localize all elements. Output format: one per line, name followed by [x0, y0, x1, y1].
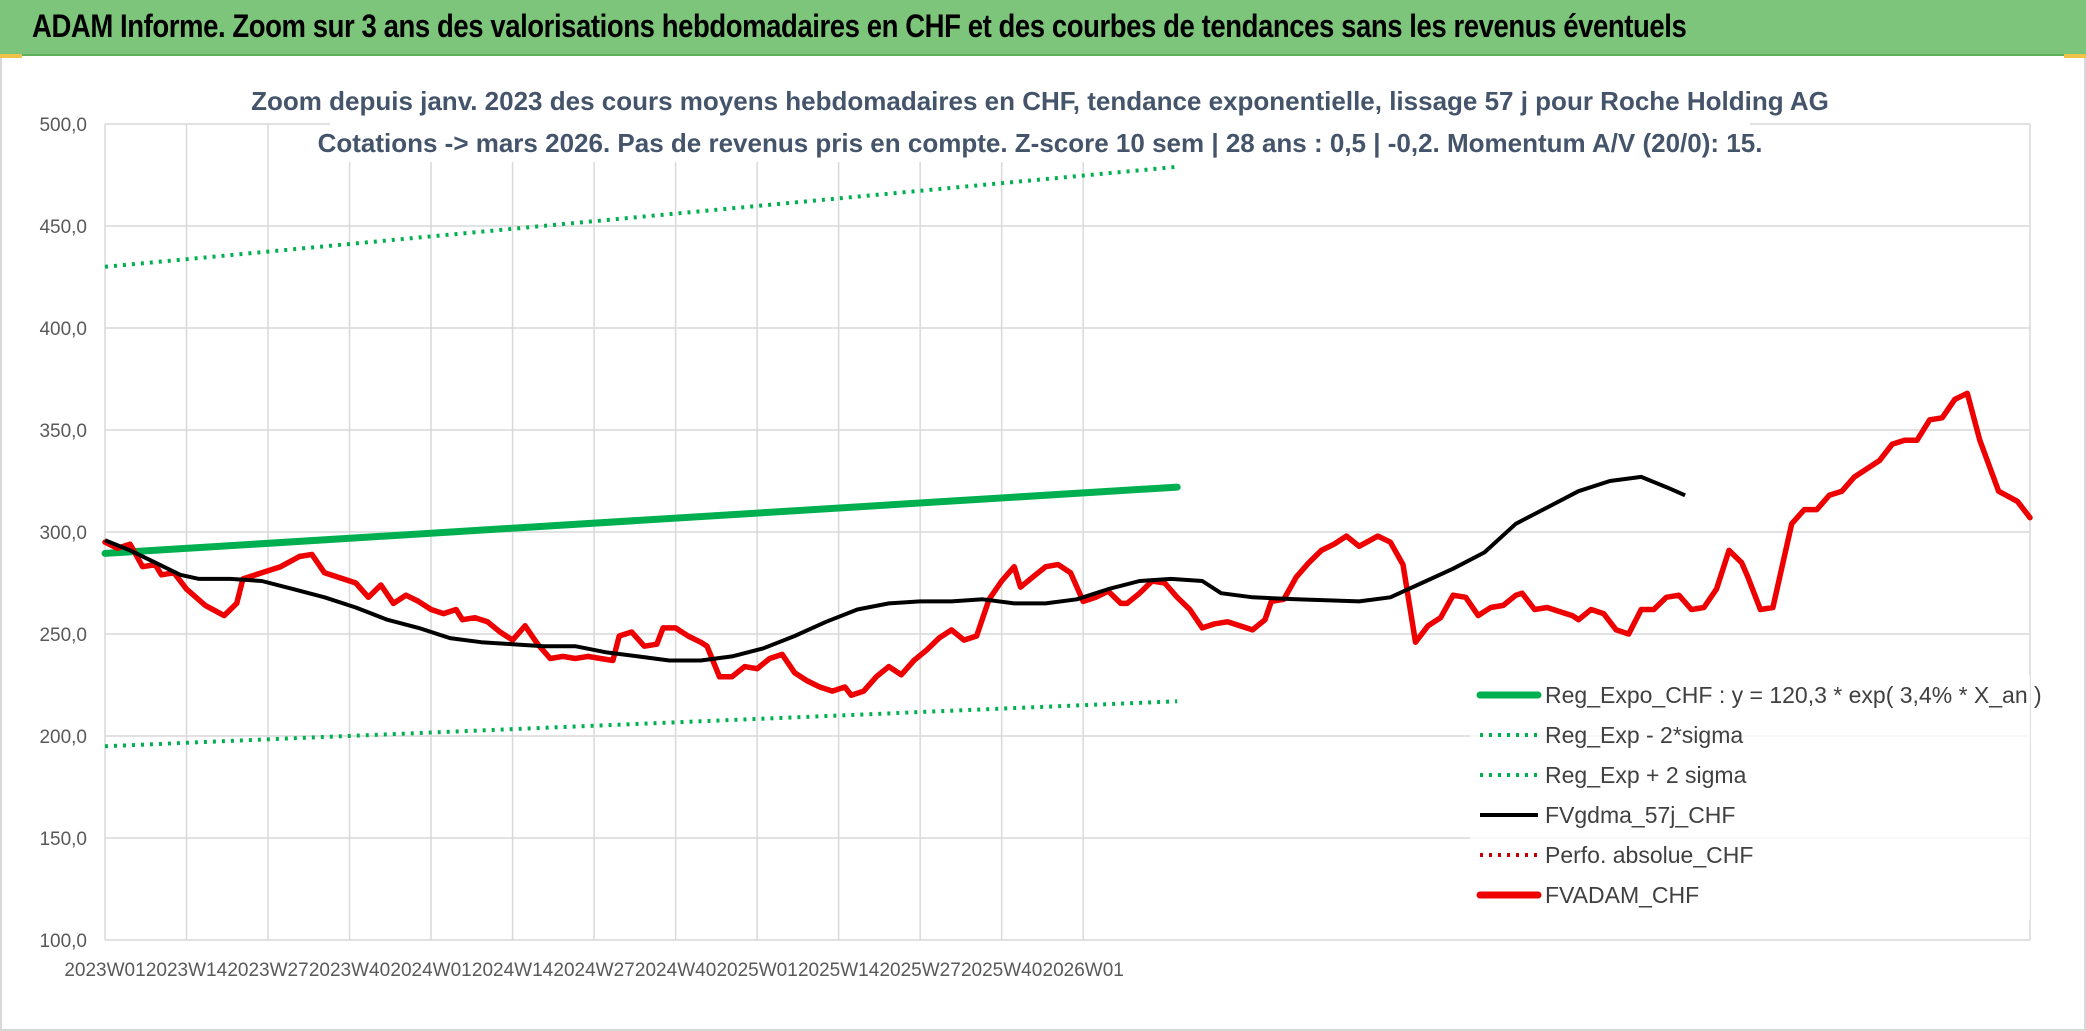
legend-label: FVADAM_CHF [1545, 882, 1699, 908]
series-line-1 [104, 699, 1178, 749]
report-header: ADAM Informe. Zoom sur 3 ans des valoris… [0, 0, 2086, 56]
chart-title: Zoom depuis janv. 2023 des cours moyens … [251, 86, 1829, 116]
x-tick-label: 2023W27 [227, 960, 308, 981]
y-tick-label: 500,0 [39, 115, 87, 136]
legend-label: Reg_Expo_CHF : y = 120,3 * exp( 3,4% * X… [1545, 682, 2042, 708]
legend-background [1470, 675, 2030, 920]
x-tick-label: 2024W27 [553, 960, 634, 981]
x-tick-label: 2026W01 [1043, 960, 1124, 981]
y-tick-label: 400,0 [39, 319, 87, 340]
y-tick-label: 250,0 [39, 625, 87, 646]
x-tick-label: 2024W40 [635, 960, 716, 981]
legend: Reg_Expo_CHF : y = 120,3 * exp( 3,4% * X… [1470, 675, 2042, 920]
series-line-2 [104, 164, 1178, 269]
y-tick-label: 450,0 [39, 217, 87, 238]
y-tick-label: 100,0 [39, 931, 87, 952]
report-title: ADAM Informe. Zoom sur 3 ans des valoris… [32, 8, 1687, 44]
accent-bar-left [0, 54, 22, 58]
x-tick-label: 2025W14 [798, 960, 880, 981]
series-line-3 [104, 474, 1686, 663]
y-axis-ticks: 100,0 150,0 200,0 250,0 300,0 350,0 400,0 450,0… [39, 115, 87, 952]
series-line-0 [101, 483, 1181, 557]
y-tick-label: 350,0 [39, 421, 87, 442]
x-tick-label: 2024W14 [472, 960, 554, 981]
x-tick-label: 2025W40 [961, 960, 1042, 981]
x-tick-label: 2023W40 [309, 960, 390, 981]
chart-subtitle: Cotations -> mars 2026. Pas de revenus p… [318, 128, 1763, 158]
x-tick-label: 2024W01 [390, 960, 471, 981]
y-tick-label: 150,0 [39, 829, 87, 850]
x-tick-label: 2025W27 [879, 960, 960, 981]
legend-label: Perfo. absolue_CHF [1545, 842, 1753, 868]
x-axis-ticks: 2023W01 2023W14 2023W27 2023W40 2024W01 2024W… [64, 960, 1124, 981]
series-lines [101, 164, 2033, 749]
legend-label: Reg_Exp + 2 sigma [1545, 762, 1747, 788]
x-tick-label: 2023W14 [146, 960, 228, 981]
y-tick-label: 300,0 [39, 523, 87, 544]
legend-label: FVgdma_57j_CHF [1545, 802, 1735, 828]
accent-bar-right [2064, 54, 2086, 58]
subtitle-background [330, 76, 1750, 162]
x-tick-label: 2023W01 [64, 960, 145, 981]
series-line-5 [102, 390, 2033, 698]
legend-label: Reg_Exp - 2*sigma [1545, 722, 1743, 748]
x-tick-label: 2025W01 [716, 960, 797, 981]
y-tick-label: 200,0 [39, 727, 87, 748]
